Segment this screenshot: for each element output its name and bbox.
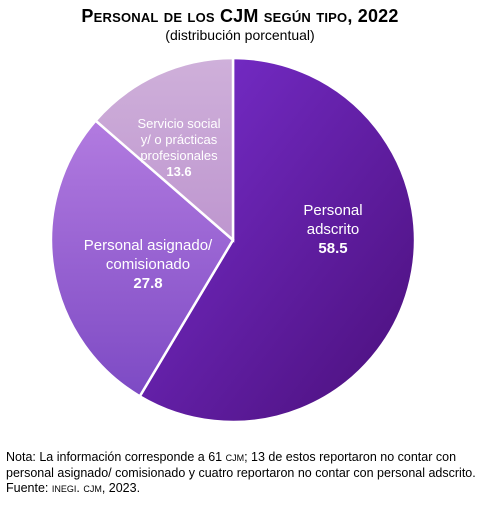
pie-chart: Personal adscrito 58.5 Personal asignado/co… xyxy=(49,56,417,424)
pie-slice-3 xyxy=(93,56,235,243)
slice-label-3: Servicio social y/ o prácticas profesional… xyxy=(137,116,220,179)
slice-label-1: Personal adscrito 58.5 xyxy=(303,202,362,257)
note-text: Nota: La información corresponde a 61 cj… xyxy=(6,450,476,480)
source-text: Fuente: inegi. cjm, 2023. xyxy=(6,481,141,495)
chart-title: Personal de los CJM según tipo, 2022 xyxy=(81,6,399,26)
footnote: Nota: La información corresponde a 61 cj… xyxy=(6,450,476,497)
pie-slice-2 xyxy=(49,118,235,399)
pie-slice-1 xyxy=(138,56,417,424)
chart-subtitle: (distribución porcentual) xyxy=(165,27,315,43)
slice-label-2: Personal asignado/comisionado 27.8 xyxy=(84,237,213,292)
